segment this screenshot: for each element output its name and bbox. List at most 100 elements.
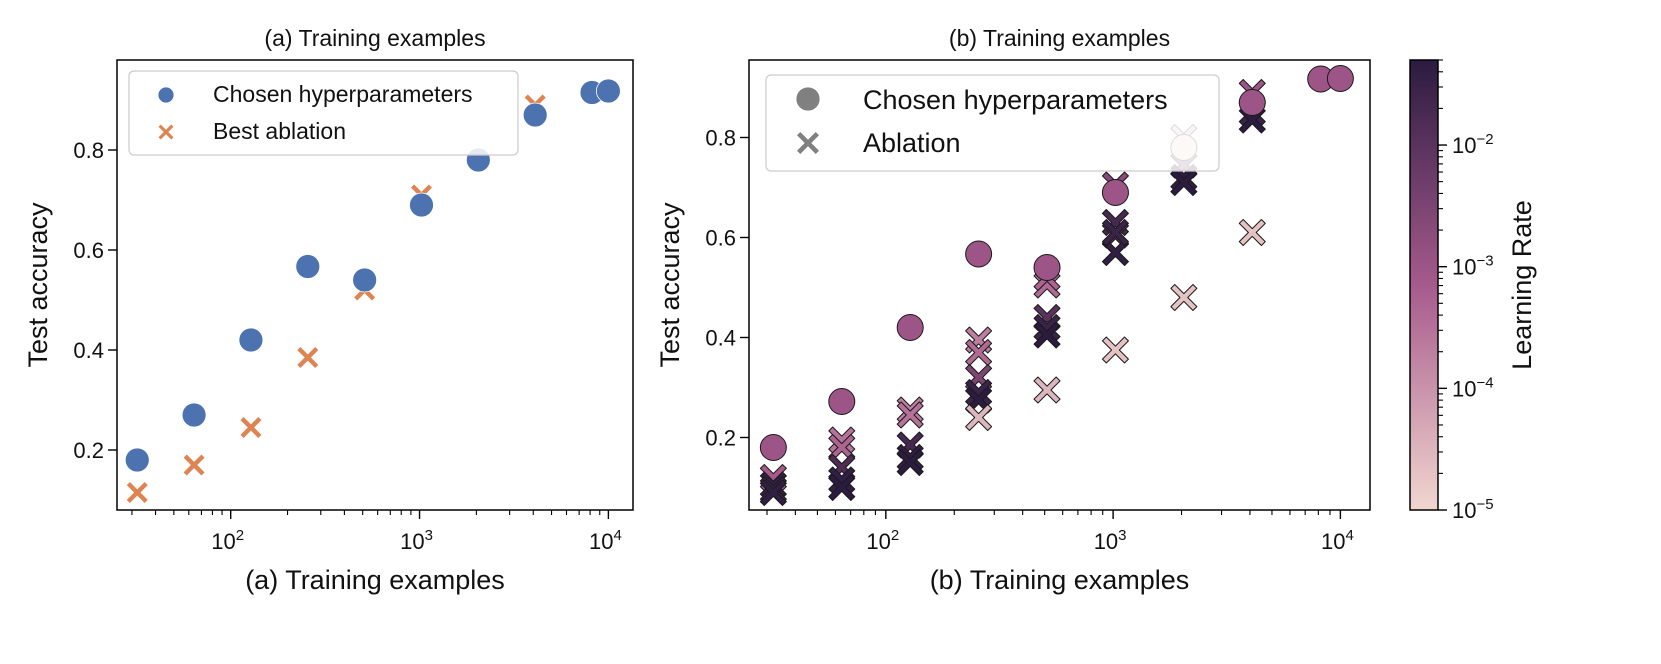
x-tick-label: 104 xyxy=(1321,527,1354,554)
ablation-point xyxy=(828,474,856,501)
ablation-point xyxy=(1170,169,1198,196)
y-tick-label: 0.2 xyxy=(705,426,736,451)
ablation-point xyxy=(240,417,262,438)
chosen-point xyxy=(409,192,434,218)
tick-label-base: 10 xyxy=(1094,529,1118,554)
tick-label-base: 10 xyxy=(866,529,890,554)
x-axis-label: (b) Training examples xyxy=(930,565,1190,595)
ablation-point xyxy=(1170,284,1198,311)
chosen-point xyxy=(828,388,856,415)
chart-title: (b) Training examples xyxy=(949,25,1170,51)
ablation-point xyxy=(828,434,856,461)
legend-box xyxy=(765,74,1220,172)
colorbar-bar xyxy=(1409,59,1439,511)
chosen-point xyxy=(1101,179,1129,206)
tick-label-exponent: 2 xyxy=(236,527,244,544)
ablation-point xyxy=(1033,376,1061,404)
ablation-point xyxy=(828,426,856,454)
chart-title: (a) Training examples xyxy=(264,25,485,51)
y-tick-label: 0.6 xyxy=(705,226,736,251)
chosen-point xyxy=(896,314,924,341)
ablation-point xyxy=(1101,219,1129,246)
x-tick-label: 102 xyxy=(866,527,899,554)
chosen-point xyxy=(522,102,548,128)
tick-label-base: 10 xyxy=(1452,376,1476,401)
tick-label-base: 10 xyxy=(1452,498,1476,523)
chosen-point xyxy=(965,240,993,268)
tick-label-base: 10 xyxy=(1452,255,1476,280)
y-tick-label: 0.4 xyxy=(705,326,736,351)
ablation-point xyxy=(896,444,924,471)
tick-label-base: 10 xyxy=(589,529,613,554)
ablation-point xyxy=(1033,314,1061,341)
tick-label-exponent: −5 xyxy=(1476,496,1493,513)
tick-label-exponent: 3 xyxy=(1118,527,1126,544)
chosen-point xyxy=(1326,65,1354,92)
x-tick-label: 102 xyxy=(211,527,244,554)
tick-label-exponent: −4 xyxy=(1476,374,1493,391)
colorbar-tick-label: 10−3 xyxy=(1452,253,1494,280)
y-tick-label: 0.4 xyxy=(73,338,104,363)
legend-box xyxy=(128,70,519,156)
ablation-point xyxy=(297,347,319,368)
tick-label-exponent: −3 xyxy=(1476,253,1493,270)
x-tick-label: 103 xyxy=(1094,527,1127,554)
chosen-point xyxy=(352,267,378,293)
tick-label-exponent: 2 xyxy=(891,527,899,544)
x-minor-ticks xyxy=(766,510,1331,515)
tick-label-exponent: 4 xyxy=(613,527,621,544)
legend-marker-ablation xyxy=(158,124,174,140)
tick-label-exponent: −2 xyxy=(1476,131,1493,148)
tick-label-exponent: 4 xyxy=(1345,527,1353,544)
colorbar-label: Learning Rate xyxy=(1507,200,1537,370)
legend-marker-chosen xyxy=(795,86,821,112)
y-tick-label: 0.8 xyxy=(705,126,736,151)
y-tick-label: 0.6 xyxy=(73,238,104,263)
data-points xyxy=(759,65,1354,506)
ablation-point xyxy=(965,404,993,431)
colorbar-tick-label: 10−4 xyxy=(1452,374,1494,401)
y-axis-label: Test accuracy xyxy=(655,202,685,368)
tick-label-base: 10 xyxy=(400,529,424,554)
chosen-point xyxy=(295,254,321,279)
legend-label: Chosen hyperparameters xyxy=(863,85,1168,115)
chosen-point xyxy=(595,78,621,104)
chosen-point xyxy=(124,447,150,473)
y-tick-label: 0.2 xyxy=(73,438,104,463)
tick-label-base: 10 xyxy=(1321,529,1345,554)
ablation-point xyxy=(1238,219,1266,246)
tick-label-base: 10 xyxy=(1452,133,1476,158)
legend-label: Ablation xyxy=(863,128,961,158)
x-tick-label: 103 xyxy=(400,527,433,554)
ablation-point xyxy=(759,471,787,499)
tick-label-base: 10 xyxy=(211,529,235,554)
legend-label: Best ablation xyxy=(213,118,346,144)
chosen-point xyxy=(1033,254,1061,281)
colorbar-tick-label: 10−5 xyxy=(1452,496,1494,523)
ablation-point xyxy=(965,339,993,366)
chosen-point xyxy=(1238,89,1266,116)
x-axis-label: (a) Training examples xyxy=(245,565,505,595)
legend-marker-chosen xyxy=(157,86,175,104)
chosen-point xyxy=(181,402,207,428)
ablation-point xyxy=(759,479,787,506)
ablation-point xyxy=(1101,239,1129,266)
chosen-point xyxy=(238,327,264,353)
x-minor-ticks xyxy=(131,510,601,515)
ablation-point xyxy=(126,482,148,503)
legend-label: Chosen hyperparameters xyxy=(213,81,473,107)
tick-label-exponent: 3 xyxy=(425,527,433,544)
plot-frame xyxy=(748,59,1371,511)
colorbar-tick-label: 10−2 xyxy=(1452,131,1494,158)
ablation-point xyxy=(965,379,993,406)
ablation-point xyxy=(896,449,924,476)
ablation-point xyxy=(828,466,856,494)
chosen-point xyxy=(759,434,787,461)
legend-marker-ablation xyxy=(797,132,819,154)
ablation-point xyxy=(1101,336,1129,364)
plot-frame xyxy=(116,59,634,511)
y-tick-label: 0.8 xyxy=(73,138,104,163)
